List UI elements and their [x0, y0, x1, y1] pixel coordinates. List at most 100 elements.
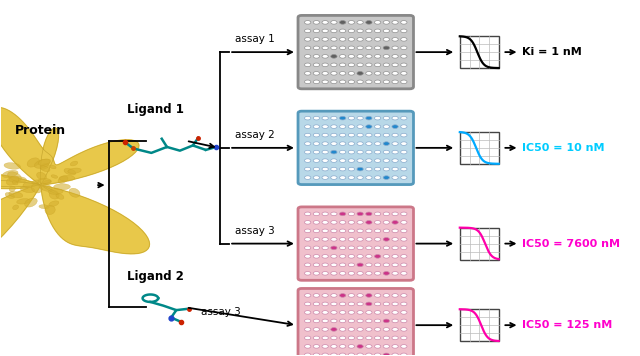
Ellipse shape	[40, 163, 49, 169]
Circle shape	[401, 353, 407, 356]
Ellipse shape	[54, 184, 70, 190]
Circle shape	[322, 345, 328, 348]
Circle shape	[392, 345, 398, 348]
Circle shape	[392, 353, 398, 356]
Ellipse shape	[43, 180, 51, 184]
Circle shape	[357, 29, 364, 33]
Circle shape	[322, 294, 328, 297]
Circle shape	[322, 142, 328, 145]
Circle shape	[392, 125, 398, 129]
Circle shape	[331, 272, 337, 275]
Circle shape	[401, 159, 407, 162]
Circle shape	[365, 319, 372, 323]
Circle shape	[313, 63, 319, 67]
Circle shape	[401, 176, 407, 179]
Circle shape	[392, 21, 398, 24]
Circle shape	[322, 21, 328, 24]
Circle shape	[331, 167, 337, 171]
Circle shape	[383, 142, 390, 145]
Circle shape	[348, 116, 355, 120]
Circle shape	[305, 294, 311, 297]
Circle shape	[305, 150, 311, 154]
Circle shape	[339, 237, 346, 241]
Circle shape	[331, 150, 337, 154]
Circle shape	[392, 167, 398, 171]
Circle shape	[339, 46, 346, 50]
Circle shape	[365, 221, 372, 224]
Circle shape	[313, 116, 319, 120]
Circle shape	[383, 54, 390, 58]
FancyBboxPatch shape	[298, 15, 413, 89]
Circle shape	[374, 63, 381, 67]
Circle shape	[331, 133, 337, 137]
Circle shape	[313, 336, 319, 340]
Circle shape	[365, 54, 372, 58]
Circle shape	[374, 38, 381, 41]
Circle shape	[365, 80, 372, 84]
Circle shape	[365, 142, 372, 145]
Circle shape	[322, 54, 328, 58]
Circle shape	[374, 212, 381, 216]
Circle shape	[383, 176, 390, 179]
Circle shape	[365, 125, 372, 129]
Circle shape	[357, 80, 364, 84]
Circle shape	[313, 212, 319, 216]
Circle shape	[365, 21, 372, 24]
Circle shape	[357, 311, 364, 314]
Circle shape	[305, 29, 311, 33]
Circle shape	[374, 21, 381, 24]
Circle shape	[401, 38, 407, 41]
Circle shape	[392, 46, 398, 50]
Ellipse shape	[49, 190, 59, 199]
Circle shape	[322, 272, 328, 275]
Circle shape	[305, 311, 311, 314]
Circle shape	[313, 246, 319, 250]
Circle shape	[392, 336, 398, 340]
Circle shape	[348, 272, 355, 275]
Circle shape	[331, 336, 337, 340]
Circle shape	[322, 63, 328, 67]
Circle shape	[392, 255, 398, 258]
Circle shape	[392, 72, 398, 75]
Bar	[460, 227, 499, 260]
Circle shape	[374, 125, 381, 129]
Circle shape	[374, 272, 381, 275]
Circle shape	[383, 21, 390, 24]
Circle shape	[392, 263, 398, 267]
Circle shape	[313, 38, 319, 41]
Circle shape	[401, 229, 407, 233]
Circle shape	[392, 176, 398, 179]
Circle shape	[401, 167, 407, 171]
Circle shape	[322, 38, 328, 41]
Circle shape	[357, 221, 364, 224]
Circle shape	[348, 319, 355, 323]
Ellipse shape	[8, 172, 21, 181]
Circle shape	[348, 29, 355, 33]
Circle shape	[374, 302, 381, 306]
Circle shape	[374, 133, 381, 137]
Circle shape	[322, 263, 328, 267]
Circle shape	[392, 63, 398, 67]
Circle shape	[305, 212, 311, 216]
Circle shape	[305, 54, 311, 58]
Circle shape	[383, 294, 390, 297]
Circle shape	[365, 345, 372, 348]
Circle shape	[383, 272, 390, 275]
Ellipse shape	[3, 170, 18, 178]
Circle shape	[339, 54, 346, 58]
Ellipse shape	[51, 175, 58, 178]
Circle shape	[331, 142, 337, 145]
Circle shape	[331, 263, 337, 267]
Text: Ligand 1: Ligand 1	[127, 103, 184, 116]
Circle shape	[313, 294, 319, 297]
Circle shape	[305, 159, 311, 162]
Circle shape	[305, 246, 311, 250]
Circle shape	[348, 21, 355, 24]
Circle shape	[365, 72, 372, 75]
Circle shape	[348, 353, 355, 356]
Circle shape	[313, 125, 319, 129]
Circle shape	[322, 116, 328, 120]
Ellipse shape	[69, 188, 80, 197]
Circle shape	[331, 116, 337, 120]
Circle shape	[331, 80, 337, 84]
